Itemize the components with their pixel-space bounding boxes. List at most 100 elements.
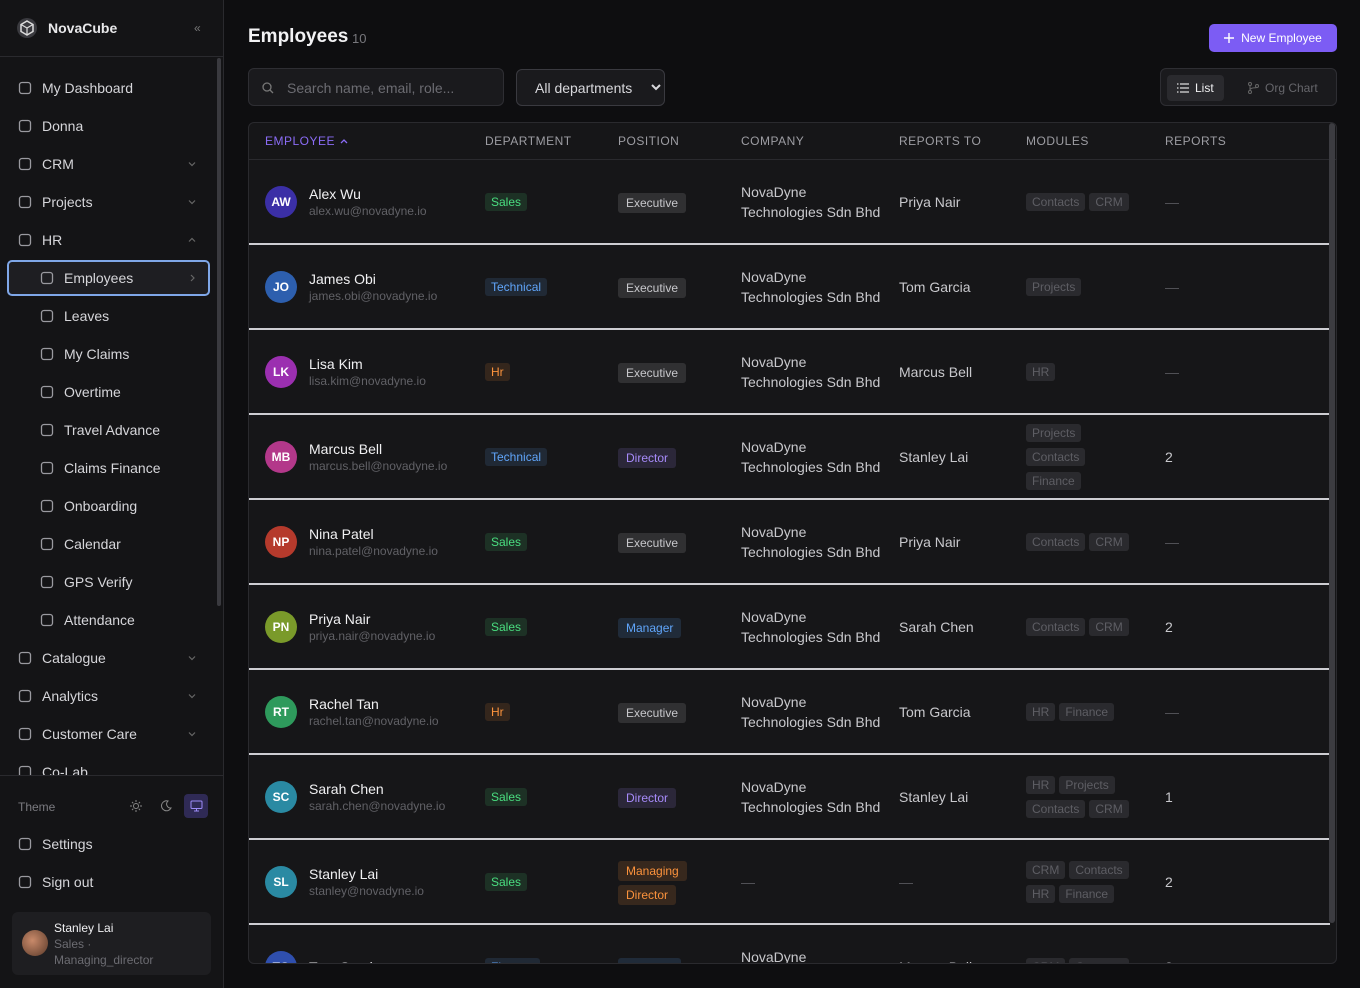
- nav-item[interactable]: Co-Lab: [0, 753, 216, 775]
- nav-item[interactable]: GPS Verify: [0, 563, 216, 601]
- table-row[interactable]: AW Alex Wu alex.wu@novadyne.io Sales Executi…: [249, 160, 1330, 245]
- nav-item[interactable]: Claims Finance: [0, 449, 216, 487]
- nav-item[interactable]: Sign out: [0, 863, 216, 901]
- nav-item[interactable]: CRM: [0, 145, 216, 183]
- modules-cell: Contacts CRM: [1026, 532, 1141, 551]
- position-cell: Manager: [618, 615, 698, 639]
- nav-item[interactable]: Onboarding: [0, 487, 216, 525]
- table-row[interactable]: NP Nina Patel nina.patel@novadyne.io Sales E…: [249, 500, 1330, 585]
- company-cell: —: [741, 873, 755, 890]
- column-header[interactable]: MODULES: [1026, 134, 1141, 148]
- position-cell: Managing Director: [618, 858, 698, 906]
- department-cell: Technical: [485, 277, 548, 296]
- reports-cell: —: [1165, 533, 1179, 550]
- nav-label: Claims Finance: [64, 460, 161, 476]
- nav-item[interactable]: Calendar: [0, 525, 216, 563]
- column-header[interactable]: COMPANY: [741, 134, 891, 148]
- nav-label: CRM: [42, 156, 74, 172]
- table-row[interactable]: JO James Obi james.obi@novadyne.io Technica…: [249, 245, 1330, 330]
- avatar: MB: [265, 440, 297, 473]
- nav-label: Employees: [64, 270, 134, 286]
- module-badge: HR: [1026, 884, 1056, 903]
- column-header[interactable]: POSITION: [618, 134, 679, 148]
- position-badge: Director: [618, 787, 677, 808]
- modules-cell: HR: [1026, 362, 1141, 381]
- department-filter[interactable]: All departments: [516, 69, 665, 106]
- position-badge: Managing Director: [618, 860, 687, 905]
- avatar: JO: [265, 270, 297, 303]
- nav-item[interactable]: Customer Care: [0, 715, 216, 753]
- nav-item[interactable]: Settings: [0, 825, 216, 863]
- org-chart-view[interactable]: Org Chart: [1237, 75, 1328, 101]
- nav-item[interactable]: Catalogue: [0, 639, 216, 677]
- table-row[interactable]: RT Rachel Tan rachel.tan@novadyne.io Hr Exec…: [249, 670, 1330, 755]
- department-badge: Hr: [485, 702, 510, 721]
- nav-icon: [40, 613, 54, 627]
- department-cell: Sales: [485, 617, 528, 636]
- user-card[interactable]: Stanley Lai Sales · Managing_director: [12, 912, 211, 975]
- position-badge: Executive: [618, 362, 687, 383]
- company-cell: NovaDyne Technologies Sdn Bhd: [741, 608, 881, 645]
- system-mode[interactable]: [184, 794, 208, 818]
- reports-cell: —: [1165, 193, 1179, 210]
- table-row[interactable]: MB Marcus Bell marcus.bell@novadyne.io Tech…: [249, 415, 1330, 500]
- chevron: [188, 237, 196, 242]
- employee-name: James Obi: [309, 270, 376, 287]
- module-badge: Finance: [1026, 471, 1081, 490]
- user-avatar: [22, 930, 48, 956]
- modules-cell: Projects: [1026, 277, 1141, 296]
- nav-item[interactable]: Analytics: [0, 677, 216, 715]
- nav-item[interactable]: Projects: [0, 183, 216, 221]
- column-header[interactable]: REPORTS TO: [899, 134, 981, 148]
- light-mode[interactable]: [124, 794, 148, 818]
- position-cell: Manager: [618, 955, 698, 963]
- nav-item[interactable]: Leaves: [0, 297, 216, 335]
- nav-item[interactable]: Donna: [0, 107, 216, 145]
- table-row[interactable]: TG Tom Garcia Finance Manager NovaDyne Techn…: [249, 925, 1330, 964]
- table-row[interactable]: SC Sarah Chen sarah.chen@novadyne.io Sales D…: [249, 755, 1330, 840]
- department-cell: Sales: [485, 192, 528, 211]
- column-header[interactable]: EMPLOYEE: [265, 134, 348, 148]
- nav-label: GPS Verify: [64, 574, 133, 590]
- company-cell: NovaDyne Technologies Sdn Bhd: [741, 353, 881, 390]
- search-input[interactable]: [285, 78, 495, 98]
- chevron: [188, 656, 196, 661]
- column-header[interactable]: DEPARTMENT: [485, 134, 572, 148]
- nav-item[interactable]: Employees: [0, 259, 216, 297]
- nav-item[interactable]: My Dashboard: [0, 69, 216, 107]
- modules-cell: Contacts CRM: [1026, 617, 1141, 636]
- table-row[interactable]: SL Stanley Lai stanley@novadyne.io Sales Man…: [249, 840, 1330, 925]
- table-body: AW Alex Wu alex.wu@novadyne.io Sales Executi…: [249, 160, 1336, 964]
- nav-item[interactable]: Travel Advance: [0, 411, 216, 449]
- collapse-button[interactable]: «: [194, 21, 201, 35]
- nav: My Dashboard Donna CRM Projects HR Employees L…: [0, 69, 216, 775]
- position-cell: Executive: [618, 190, 698, 214]
- search-box: [248, 68, 504, 106]
- avatar: AW: [265, 185, 297, 218]
- table-row[interactable]: PN Priya Nair priya.nair@novadyne.io Sales M…: [249, 585, 1330, 670]
- nav-item[interactable]: My Claims: [0, 335, 216, 373]
- list-view[interactable]: List: [1167, 75, 1224, 101]
- employee-name: Tom Garcia: [309, 959, 381, 964]
- nav-label: Co-Lab: [42, 764, 88, 775]
- modules-cell: CRM Contacts HR Finance: [1026, 860, 1141, 903]
- table-row[interactable]: LK Lisa Kim lisa.kim@novadyne.io Hr Executiv…: [249, 330, 1330, 415]
- reports-cell: 2: [1165, 873, 1173, 890]
- employee-cell: Sarah Chen sarah.chen@novadyne.io: [309, 781, 445, 813]
- nav-item[interactable]: Attendance: [0, 601, 216, 639]
- nav-icon: [18, 875, 32, 889]
- department-cell: Sales: [485, 532, 528, 551]
- column-header[interactable]: REPORTS: [1165, 134, 1226, 148]
- nav-item[interactable]: Overtime: [0, 373, 216, 411]
- nav-icon: [18, 119, 32, 133]
- nav-item[interactable]: HR: [0, 221, 216, 259]
- user-department: Sales ·: [54, 937, 92, 951]
- nav-icon: [40, 271, 54, 285]
- module-badge: CRM: [1026, 957, 1066, 963]
- new-employee-button[interactable]: New Employee: [1209, 24, 1337, 52]
- dark-mode[interactable]: [154, 794, 178, 818]
- chevron: [188, 200, 196, 205]
- module-badge: Contacts: [1069, 860, 1129, 879]
- position-badge: Executive: [618, 277, 687, 298]
